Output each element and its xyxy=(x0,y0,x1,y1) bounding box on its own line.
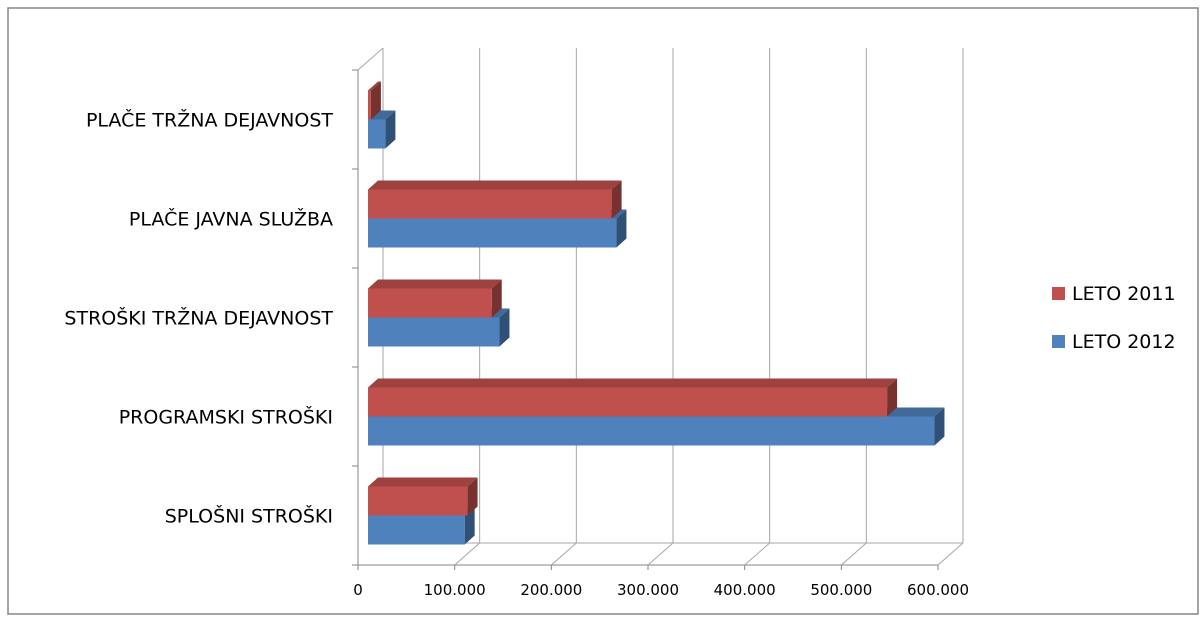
legend-label: LETO 2012 xyxy=(1072,331,1176,353)
floor-gridline xyxy=(841,542,867,566)
bar-top-face xyxy=(368,378,898,388)
bar-end-face xyxy=(370,81,381,120)
x-tick-label: 500.000 xyxy=(810,581,872,599)
bar-leto-2011 xyxy=(368,477,478,516)
x-tick-label: 300.000 xyxy=(617,581,679,599)
bar-top-face xyxy=(368,279,502,289)
floor-gridline xyxy=(551,542,577,566)
legend-swatch xyxy=(1052,335,1065,348)
x-tick-label: 400.000 xyxy=(714,581,776,599)
bar-end-face xyxy=(616,209,627,248)
category-label: PLAČE TRŽNA DEJAVNOST xyxy=(86,108,333,132)
x-tick-label: 0 xyxy=(353,581,363,599)
bar-end-face xyxy=(611,180,622,219)
bar-end-face xyxy=(499,308,510,347)
bar-leto-2011 xyxy=(368,378,898,417)
bar-top-face xyxy=(368,477,478,487)
floor-gridline xyxy=(937,542,964,566)
bar-end-face xyxy=(467,477,478,516)
y-axis-depth-top xyxy=(357,47,384,71)
plot-area: 0 100.000 200.000 300.000 400.000 500.000 600.… xyxy=(64,47,969,599)
bar-top-face xyxy=(368,81,381,91)
bar-end-face xyxy=(887,378,898,417)
bar-leto-2012 xyxy=(368,110,396,149)
bar-front-face xyxy=(368,486,468,516)
bar-front-face xyxy=(368,515,465,545)
bar-front-face xyxy=(368,317,500,347)
category-label: PROGRAMSKI STROŠKI xyxy=(119,405,333,429)
bar-end-face xyxy=(464,506,475,545)
floor-gridline xyxy=(454,542,480,566)
legend: LETO 2011 LETO 2012 xyxy=(1052,283,1176,353)
bar-end-face xyxy=(934,407,945,446)
category-label: SPLOŠNI STROŠKI xyxy=(165,504,333,528)
bar-top-face xyxy=(368,180,622,190)
bar-front-face xyxy=(368,218,617,248)
bar-leto-2011 xyxy=(368,180,622,219)
bar-end-face xyxy=(491,279,502,318)
bar-front-face xyxy=(368,416,935,446)
bar-top-face xyxy=(368,110,396,120)
bar-end-face xyxy=(385,110,396,149)
category-label: PLAČE JAVNA SLUŽBA xyxy=(129,207,333,231)
bar-front-face xyxy=(368,119,386,149)
legend-swatch xyxy=(1052,287,1065,300)
x-tick-label: 100.000 xyxy=(424,581,486,599)
bar-leto-2011 xyxy=(368,81,381,120)
legend-label: LETO 2011 xyxy=(1072,283,1176,305)
bar-front-face xyxy=(368,90,371,120)
x-tick-label: 600.000 xyxy=(907,581,969,599)
x-tick-label: 200.000 xyxy=(520,581,582,599)
bar-front-face xyxy=(368,288,492,318)
category-label: STROŠKI TRŽNA DEJAVNOST xyxy=(64,306,333,330)
chart-border xyxy=(7,7,1199,615)
bar-leto-2011 xyxy=(368,279,502,318)
floor-gridline xyxy=(744,542,770,566)
floor-gridline xyxy=(647,542,674,566)
bar-front-face xyxy=(368,189,612,219)
bar-front-face xyxy=(368,387,888,417)
